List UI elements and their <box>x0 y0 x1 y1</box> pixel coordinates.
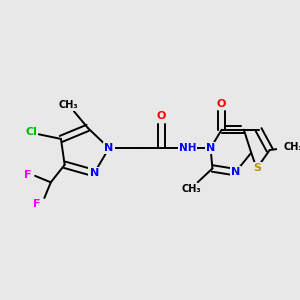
Text: N: N <box>231 167 240 177</box>
Text: F: F <box>33 199 41 208</box>
Text: N: N <box>206 143 215 153</box>
Text: CH₃: CH₃ <box>182 184 201 194</box>
Text: Cl: Cl <box>26 128 37 137</box>
Text: O: O <box>157 111 166 121</box>
Text: S: S <box>253 164 261 173</box>
Text: N: N <box>90 168 99 178</box>
Text: O: O <box>217 99 226 109</box>
Text: N: N <box>104 143 114 153</box>
Text: NH: NH <box>179 143 196 153</box>
Text: F: F <box>24 170 32 180</box>
Text: CH₃: CH₃ <box>284 142 300 152</box>
Text: CH₃: CH₃ <box>58 100 78 110</box>
